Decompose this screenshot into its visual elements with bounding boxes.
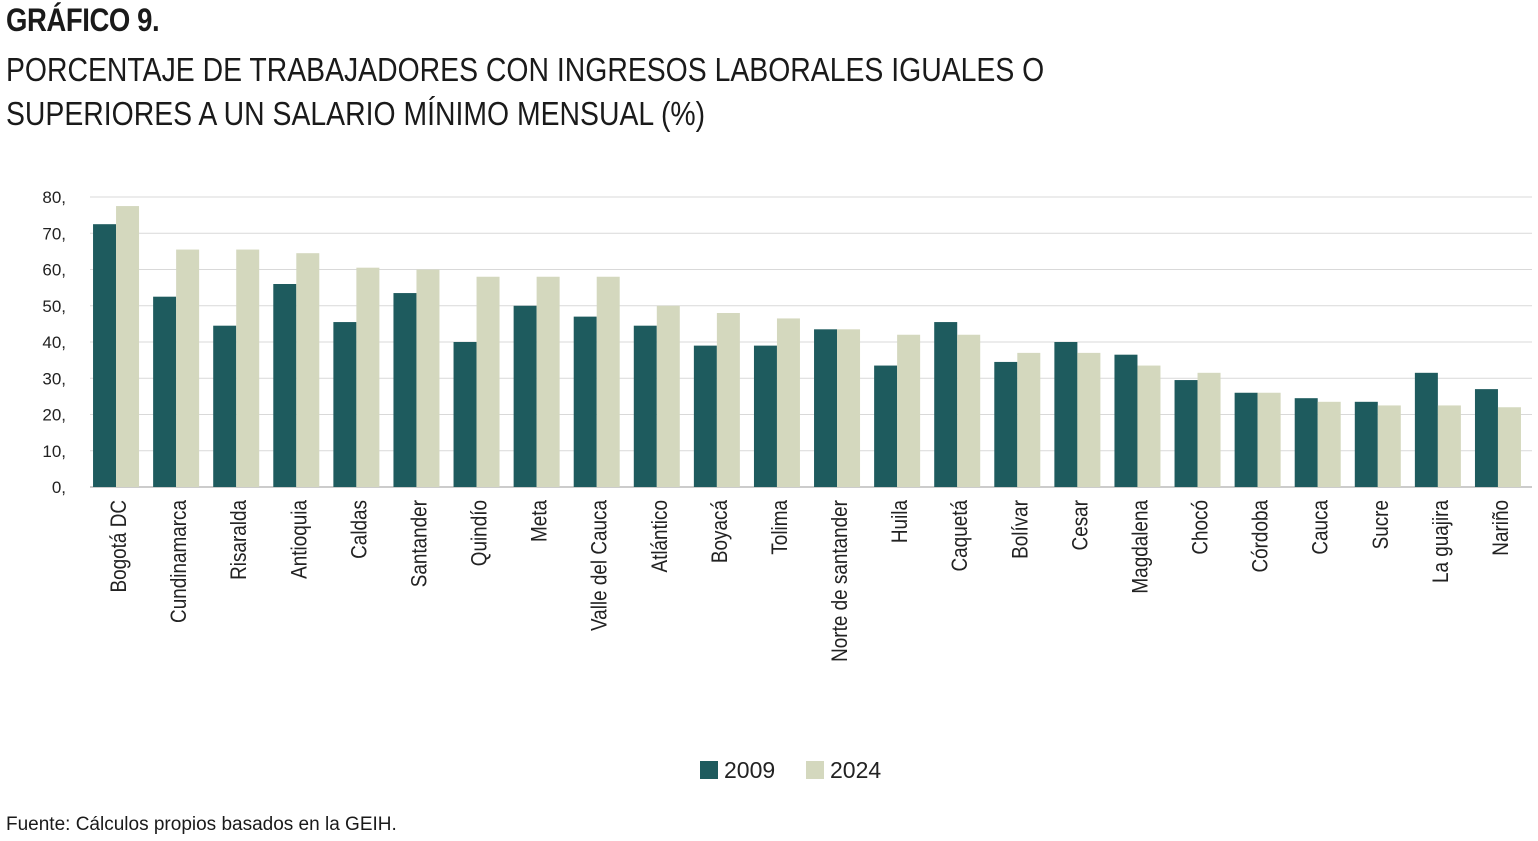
bar-2024 <box>716 313 740 487</box>
bar-2009 <box>753 345 777 487</box>
y-tick-label: 70, <box>42 224 66 243</box>
bar-2009 <box>153 296 177 487</box>
y-tick-label: 50, <box>42 297 66 316</box>
x-tick-label: Valle del Cauca <box>587 499 612 631</box>
source-note: Fuente: Cálculos propios basados en la G… <box>6 814 397 835</box>
x-tick-label: Bolívar <box>1008 500 1033 559</box>
bar-2009 <box>874 365 898 487</box>
y-tick-label: 60, <box>42 261 66 280</box>
bar-2024 <box>596 276 620 487</box>
x-tick-label: Meta <box>527 499 552 542</box>
bar-2024 <box>1497 407 1521 487</box>
bar-2009 <box>1474 389 1498 487</box>
bar-2024 <box>1317 401 1341 487</box>
x-tick-label: Huila <box>888 499 913 543</box>
x-tick-label: Magdalena <box>1128 499 1153 593</box>
bar-2009 <box>934 322 958 487</box>
bar-2009 <box>393 293 417 487</box>
bar-2009 <box>573 316 597 487</box>
bar-2024 <box>476 276 500 487</box>
x-tick-label: Cauca <box>1308 499 1333 554</box>
x-tick-label: Chocó <box>1188 500 1213 555</box>
x-tick-label: La guajira <box>1429 499 1454 583</box>
bar-2009 <box>693 345 717 487</box>
bar-2009 <box>1114 354 1138 487</box>
bar-2024 <box>116 206 140 487</box>
bar-2024 <box>1437 405 1461 487</box>
bar-2024 <box>1077 352 1101 487</box>
bar-2024 <box>356 267 380 487</box>
chart-title-line-1: PORCENTAJE DE TRABAJADORES CON INGRESOS … <box>6 51 1045 88</box>
bar-2024 <box>416 269 440 487</box>
bar-2024 <box>957 334 981 487</box>
bar-2024 <box>296 253 320 487</box>
bar-2009 <box>1234 392 1258 487</box>
y-tick-label: 80, <box>42 188 66 207</box>
legend-swatch-2009 <box>700 761 718 779</box>
bar-2009 <box>213 325 237 487</box>
bar-2009 <box>633 325 657 487</box>
bar-2009 <box>333 322 357 487</box>
bar-2024 <box>536 276 560 487</box>
bar-2009 <box>1054 342 1078 487</box>
x-tick-label: Cesar <box>1068 500 1093 551</box>
bar-2024 <box>176 249 200 487</box>
y-tick-label: 40, <box>42 333 66 352</box>
bar-2009 <box>93 224 117 487</box>
x-tick-label: Antioquia <box>287 499 312 578</box>
x-tick-label: Sucre <box>1368 500 1393 549</box>
x-tick-label: Caquetá <box>948 499 973 571</box>
bar-2024 <box>837 329 861 487</box>
x-tick-label: Boyacá <box>708 499 733 563</box>
x-tick-label: Norte de santander <box>828 500 853 662</box>
chart-title-line-2: SUPERIORES A UN SALARIO MÍNIMO MENSUAL (… <box>6 95 706 132</box>
x-tick-label: Bogotá DC <box>107 500 132 593</box>
chart-title: PORCENTAJE DE TRABAJADORES CON INGRESOS … <box>6 48 1044 136</box>
figure-label: GRÁFICO 9. <box>6 2 160 38</box>
x-tick-label: Quindío <box>467 500 492 566</box>
x-tick-label: Tolima <box>768 499 793 554</box>
bar-2009 <box>1414 372 1438 487</box>
x-tick-label: Atlántico <box>647 500 672 573</box>
bar-2024 <box>897 334 921 487</box>
bar-2009 <box>513 305 537 487</box>
legend-label-2024: 2024 <box>830 757 881 783</box>
bar-2009 <box>1174 380 1198 487</box>
bar-2009 <box>1294 398 1318 487</box>
y-tick-label: 20, <box>42 406 66 425</box>
bar-2024 <box>1257 392 1281 487</box>
x-tick-label: Risaralda <box>227 499 252 579</box>
legend-label-2009: 2009 <box>724 757 775 783</box>
y-tick-label: 30, <box>42 369 66 388</box>
x-tick-label: Nariño <box>1489 500 1514 556</box>
bar-2024 <box>1017 352 1041 487</box>
x-tick-label: Santander <box>407 500 432 587</box>
bar-2009 <box>453 342 477 487</box>
y-tick-label: 0, <box>52 478 66 497</box>
bar-2009 <box>1354 401 1378 487</box>
bar-2024 <box>656 305 680 487</box>
bar-2009 <box>273 284 297 487</box>
x-tick-label: Córdoba <box>1248 499 1273 572</box>
x-tick-label: Caldas <box>347 500 372 559</box>
bar-2024 <box>1197 372 1221 487</box>
bar-2009 <box>994 361 1018 487</box>
bar-2024 <box>776 318 800 487</box>
legend-swatch-2024 <box>806 761 824 779</box>
x-tick-label: Cundinamarca <box>167 499 192 622</box>
bar-2024 <box>1137 365 1161 487</box>
bar-2009 <box>814 329 838 487</box>
bar-2024 <box>236 249 260 487</box>
y-tick-label: 10, <box>42 442 66 461</box>
bar-2024 <box>1377 405 1401 487</box>
